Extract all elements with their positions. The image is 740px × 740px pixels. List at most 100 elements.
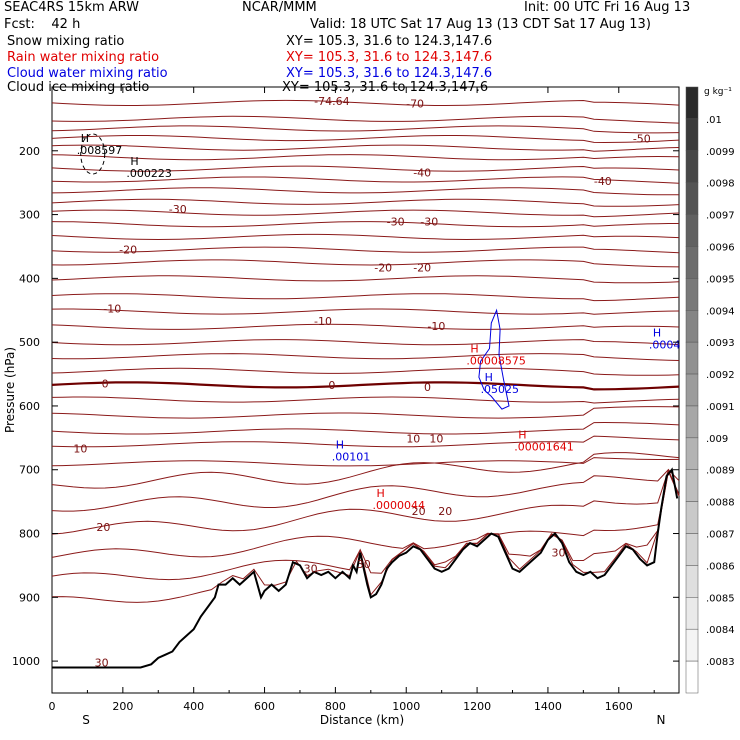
colorbar-label: .0095 [706,274,735,285]
temperature-contour-line [51,468,680,558]
x-tick-label: 1400 [534,700,562,713]
contour-label: 30 [95,656,109,669]
temperature-contour-line [51,221,679,228]
temperature-contour-line [51,435,680,448]
forecast-hour: Fcst: 42 h [4,17,81,32]
snow-contour [80,133,106,175]
contour-label: 30 [304,563,318,576]
contour-label: -70 [406,98,424,111]
maximum-marker: H [470,342,478,355]
temperature-contour-line [51,99,680,106]
colorbar-label: .0088 [706,498,735,509]
contour-label: -10 [427,320,445,333]
colorbar-label: .0097 [706,211,735,222]
temperature-contour-line [51,406,680,419]
contour-label: 20 [96,521,110,534]
temperature-contour-line [51,144,680,152]
colorbar-swatch [685,86,699,120]
y-axis-label: Pressure (hPa) [3,347,17,433]
y-tick-label: 400 [19,272,40,285]
y-tick-label: 300 [19,209,40,222]
colorbar-label: .0089 [706,466,735,477]
temperature-contour-line [51,469,680,581]
colorbar-swatch [685,437,699,470]
contour-label: 30 [357,558,371,571]
contour-labels: -74.64 -70 -50 -40 -40 -30 -30 -30 -20 -20 -20 -10 -… [73,95,650,669]
temperature-contour-line [51,381,680,391]
x-right-end-label: N [657,713,666,727]
field-rain-name: Rain water mixing ratio [7,50,160,65]
temperature-contour-line [51,468,680,512]
contour-label: -50 [633,133,651,146]
colorbar-label: .01 [706,115,722,126]
temperature-contour-line [51,339,680,346]
field-cloudwater-name: Cloud water mixing ratio [7,66,168,81]
contour-label: -20 [413,262,431,275]
x-tick-label: 800 [325,700,346,713]
x-tick-label: 200 [112,700,133,713]
colorbar-swatch [685,469,699,502]
colorbar-swatch [685,533,699,566]
maximum-marker: H [653,326,661,339]
maximum-value: .000223 [126,167,172,180]
temperature-contour-line [51,209,680,218]
temperature-contour-line [51,246,680,254]
contour-label: 10 [73,443,87,456]
temperature-contour-line [51,259,680,268]
temperature-contour-line [51,275,680,284]
y-tick-label: 500 [19,336,40,349]
colorbar-swatch [685,214,699,247]
x-tick-label: 1200 [463,700,491,713]
center-title: NCAR/MMM [242,0,317,15]
temperature-contour-line [51,115,680,124]
contour-label: -40 [594,175,612,188]
colorbar-swatch [685,628,699,662]
y-tick-label: 900 [19,591,40,604]
maximum-marker: H [377,487,385,500]
temperature-contour-line [51,293,680,302]
colorbar-label: .0083 [706,657,735,668]
colorbar-swatch [685,341,699,375]
x-axis-ticks: 0 200 400 600 800 1000 1200 1400 1600 [49,87,655,713]
colorbar-label: .0086 [706,561,735,572]
colorbar-swatch [685,565,699,598]
field-cloudwater-xy: XY= 105.3, 31.6 to 124.3,147.6 [286,66,493,81]
contour-label: 0 [424,381,431,394]
contour-label: 0 [328,379,335,392]
temperature-contour-line [51,396,680,404]
maxima-labels: H.008597H.000223H.00008575H.05025H.0004H… [77,132,681,512]
maximum-value: .00101 [332,451,371,464]
temperature-contour-line [51,353,680,361]
field-snow-name: Snow mixing ratio [7,34,125,49]
colorbar-label: .0098 [706,179,735,190]
colorbar-swatch [685,501,699,534]
init-time: Init: 00 UTC Fri 16 Aug 13 [524,0,691,15]
colorbar-label: .0085 [706,593,735,604]
contour-label: -30 [169,203,187,216]
temperature-contour-line [51,187,680,196]
colorbar-label: .0087 [706,530,735,541]
temperature-contour-line [51,233,680,241]
contour-label: -40 [413,166,431,179]
contour-label: 10 [406,432,420,445]
contour-label: -20 [119,244,137,257]
terrain-line [52,467,679,669]
maximum-marker: H [81,132,89,145]
y-tick-label: 800 [19,528,40,541]
maximum-value: .008597 [77,144,123,157]
contour-label: -10 [314,315,332,328]
maximum-value: .0000044 [373,499,426,512]
x-tick-label: 1000 [392,700,420,713]
contour-label: -20 [374,262,392,275]
y-tick-label: 700 [19,464,40,477]
x-tick-label: 600 [254,700,275,713]
x-tick-label: 0 [49,700,56,713]
y-tick-label: 600 [19,400,40,413]
temperature-contour-line [51,308,680,315]
valid-time: Valid: 18 UTC Sat 17 Aug 13 (13 CDT Sat … [310,17,651,32]
contour-label: 30 [552,547,566,560]
contour-label: 0 [102,378,109,391]
y-tick-label: 1000 [12,655,40,668]
maximum-marker: H [485,371,493,384]
